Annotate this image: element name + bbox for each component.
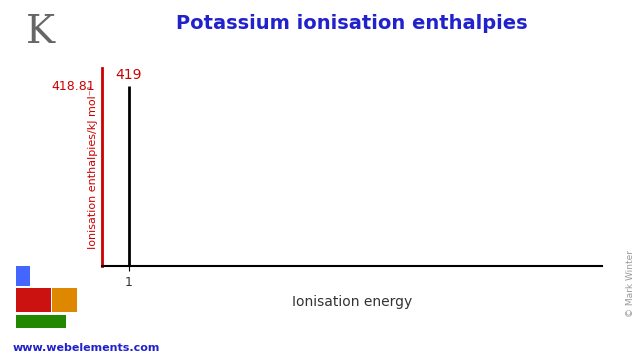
Bar	[52, 288, 77, 312]
Bar	[16, 266, 30, 285]
Bar	[16, 315, 66, 328]
Text: © Mark Winter: © Mark Winter	[626, 250, 635, 317]
Text: 418.81: 418.81	[51, 80, 95, 93]
X-axis label: Ionisation energy: Ionisation energy	[292, 295, 412, 309]
Text: Potassium ionisation enthalpies: Potassium ionisation enthalpies	[176, 14, 528, 33]
Y-axis label: Ionisation enthalpies/kJ mol⁻¹: Ionisation enthalpies/kJ mol⁻¹	[88, 85, 98, 249]
Text: www.webelements.com: www.webelements.com	[13, 343, 160, 353]
Bar	[16, 288, 51, 312]
Text: 419: 419	[115, 68, 142, 82]
Text: K: K	[26, 14, 54, 51]
